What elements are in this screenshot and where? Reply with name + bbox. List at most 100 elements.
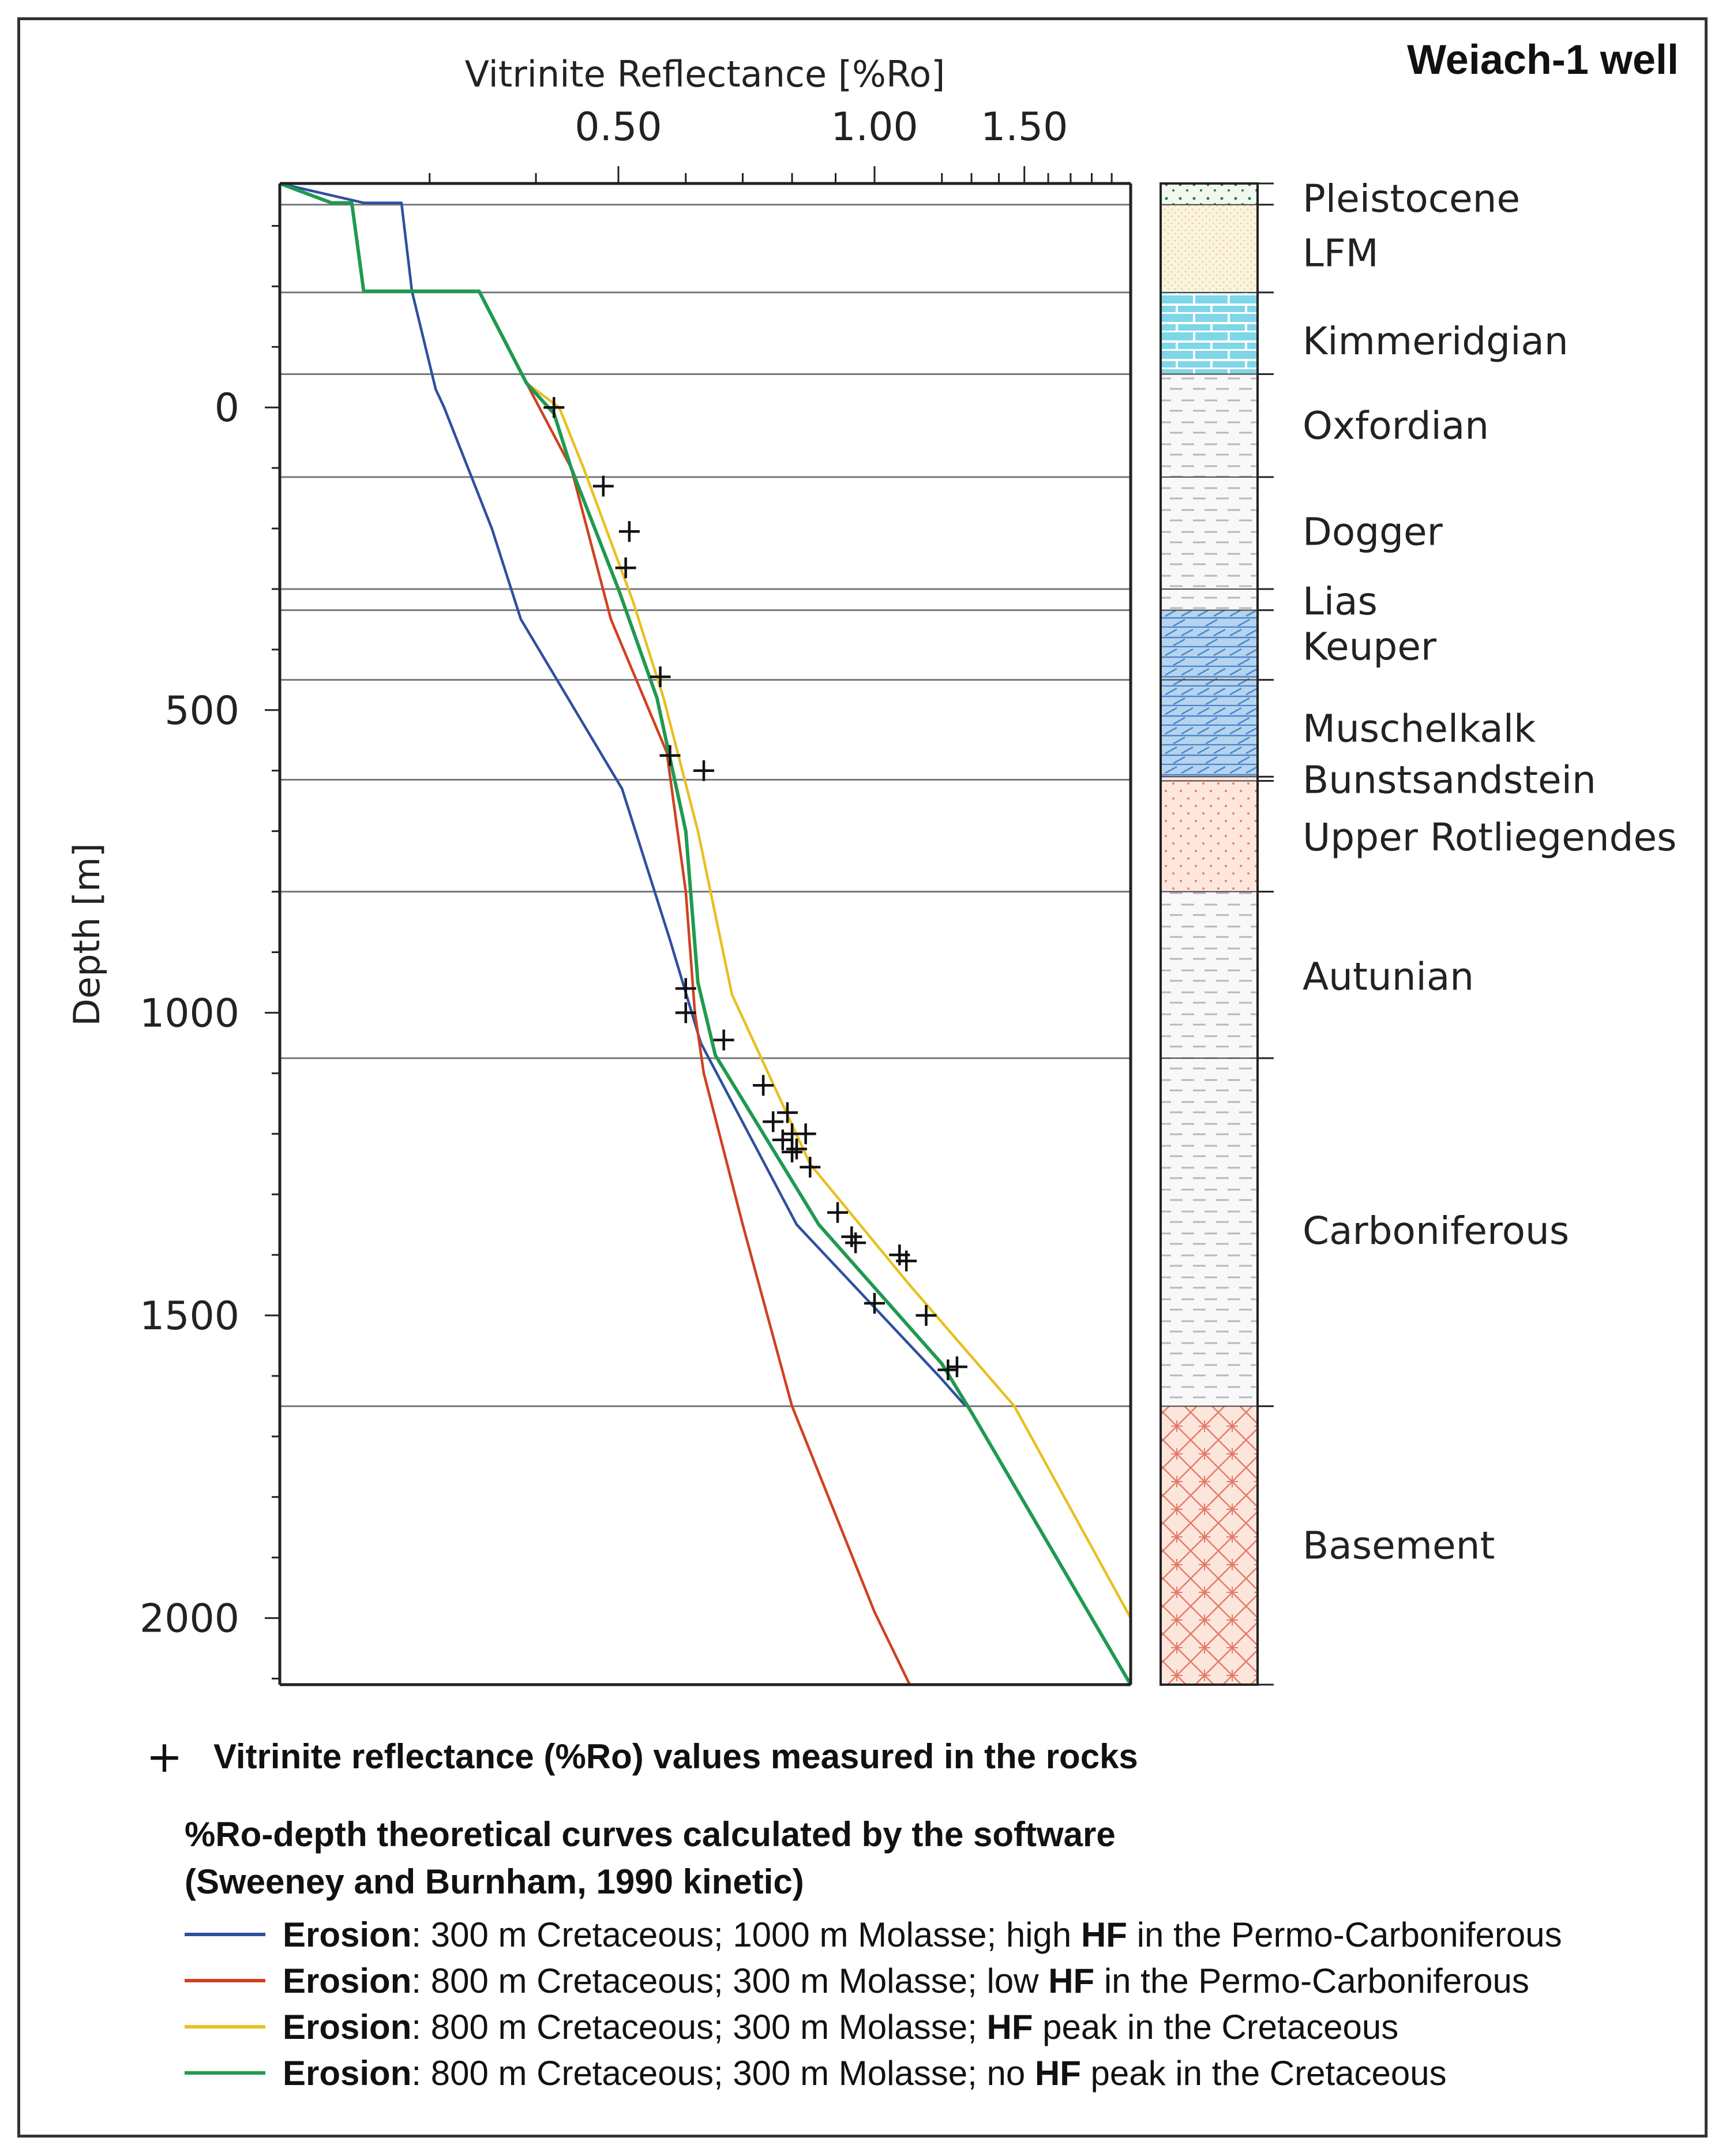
- unit-label: Muschelkalk: [1303, 706, 1536, 751]
- measured-point: [782, 1141, 803, 1163]
- legend-text-key: Erosion: [283, 2053, 412, 2093]
- measured-point: [946, 1356, 967, 1378]
- measured-point: [845, 1232, 866, 1254]
- measured-point: [675, 1002, 696, 1023]
- measured-point: [786, 1138, 807, 1160]
- legend-swatch: [185, 2025, 265, 2028]
- unit-label: Carboniferous: [1303, 1209, 1569, 1253]
- vitrinite-chart: 0.50 1.00 1.50 0 500 1000 1500 2000 Pleistocene…: [66, 37, 1679, 1686]
- legend-text-rest2: peak in the Cretaceous: [1080, 2053, 1447, 2093]
- measured-point: [543, 397, 565, 418]
- lithology-unit: [1161, 891, 1258, 1059]
- x-tick-label: 1.50: [981, 104, 1068, 150]
- legend-text-key: Erosion: [283, 1961, 412, 2000]
- y-tick-label: 1500: [140, 1293, 239, 1339]
- unit-label: Kimmeridgian: [1303, 319, 1569, 363]
- series-line-1: [279, 182, 967, 1407]
- lithology-unit: [1161, 777, 1258, 781]
- lithology-unit: [1161, 374, 1258, 477]
- unit-label: Keuper: [1303, 625, 1437, 669]
- measured-point: [615, 557, 636, 579]
- legend-text-rest1: : 800 m Cretaceous; 300 m Molasse; low: [411, 1961, 1049, 2000]
- legend-measured: + Vitrinite reflectance (%Ro) values mea…: [146, 1731, 1684, 1782]
- measured-point: [693, 760, 715, 781]
- legend-entry: Erosion: 300 m Cretaceous; 1000 m Molass…: [185, 1911, 1684, 1958]
- chart-title: Weiach-1 well: [1407, 37, 1679, 83]
- legend-swatch: [185, 1979, 265, 1982]
- legend: + Vitrinite reflectance (%Ro) values mea…: [146, 1731, 1684, 2096]
- unit-label: Lias: [1303, 579, 1378, 624]
- legend-text-rest2: in the Permo-Carboniferous: [1094, 1961, 1529, 2000]
- series-line-4: [279, 182, 1132, 1686]
- legend-text-bold2: HF: [1048, 1961, 1095, 2000]
- y-tick-label: 1000: [140, 991, 239, 1036]
- legend-entry: Erosion: 800 m Cretaceous; 300 m Molasse…: [185, 2050, 1684, 2096]
- lithology-unit: [1161, 292, 1258, 374]
- lithology-column-frame: [1160, 182, 1259, 1686]
- measured-point: [795, 1123, 816, 1145]
- lithology-unit: [1161, 781, 1258, 892]
- legend-header-line2: (Sweeney and Burnham, 1990 kinetic): [185, 1862, 804, 1901]
- legend-entry: Erosion: 800 m Cretaceous; 300 m Molasse…: [185, 2004, 1684, 2050]
- figure-frame: [17, 17, 1708, 2138]
- legend-swatch: [185, 1933, 265, 1936]
- unit-label: Upper Rotliegendes: [1303, 815, 1676, 860]
- legend-entries: Erosion: 300 m Cretaceous; 1000 m Molass…: [185, 1911, 1684, 2096]
- measured-point: [650, 666, 671, 688]
- legend-swatch: [185, 2071, 265, 2075]
- measured-point: [827, 1202, 849, 1223]
- y-axis-label: Depth [m]: [66, 843, 108, 1026]
- lithology-unit: [1161, 183, 1258, 205]
- legend-text-rest2: peak in the Cretaceous: [1033, 2007, 1399, 2046]
- legend-text-rest1: : 800 m Cretaceous; 300 m Molasse;: [411, 2007, 987, 2046]
- unit-label: Basement: [1303, 1524, 1495, 1568]
- measured-point: [937, 1359, 959, 1381]
- legend-entry: Erosion: 800 m Cretaceous; 300 m Molasse…: [185, 1958, 1684, 2004]
- unit-label: Autunian: [1303, 954, 1474, 999]
- measured-point: [618, 521, 640, 542]
- x-tick-label: 1.00: [831, 104, 918, 150]
- lithology-unit: [1161, 1058, 1258, 1407]
- legend-text-bold2: HF: [1034, 2053, 1081, 2093]
- unit-label: Bunstsandstein: [1303, 758, 1596, 802]
- unit-label: LFM: [1303, 231, 1379, 276]
- measured-point: [763, 1111, 784, 1133]
- x-tick-label: 0.50: [575, 104, 662, 150]
- x-axis-label: Vitrinite Reflectance [%Ro]: [465, 53, 945, 95]
- lithology-unit: [1161, 610, 1258, 680]
- lithology-unit: [1161, 477, 1258, 589]
- legend-text-bold2: HF: [1080, 1915, 1127, 1954]
- y-tick-label: 0: [215, 385, 239, 431]
- measured-point: [915, 1304, 937, 1326]
- lithology-unit: [1161, 680, 1258, 777]
- measured-point: [753, 1075, 774, 1096]
- plus-marker-icon: +: [146, 1730, 183, 1782]
- legend-text-rest1: : 800 m Cretaceous; 300 m Molasse; no: [411, 2053, 1035, 2093]
- legend-text-bold2: HF: [986, 2007, 1033, 2046]
- measured-point: [659, 745, 681, 766]
- measured-point: [776, 1102, 798, 1123]
- measured-point: [675, 978, 696, 999]
- legend-measured-text: Vitrinite reflectance (%Ro) values measu…: [213, 1737, 1138, 1776]
- legend-text-key: Erosion: [283, 2007, 412, 2046]
- y-tick-label: 2000: [140, 1596, 239, 1642]
- y-tick-label: 500: [164, 688, 239, 734]
- measured-point: [864, 1293, 885, 1314]
- measured-point: [896, 1250, 917, 1272]
- lithology-unit: [1161, 204, 1258, 293]
- unit-label: Pleistocene: [1303, 177, 1520, 221]
- unit-label: Oxfordian: [1303, 404, 1489, 448]
- measured-point: [772, 1129, 793, 1150]
- measured-point: [592, 475, 614, 497]
- series-line-3: [279, 182, 1132, 1619]
- series-line-2: [279, 182, 911, 1685]
- lithology-unit: [1161, 1406, 1258, 1685]
- legend-header-line1: %Ro-depth theoretical curves calculated …: [185, 1815, 1116, 1854]
- measured-point: [713, 1029, 734, 1051]
- legend-text-key: Erosion: [283, 1915, 412, 1954]
- lithology-unit: [1161, 588, 1258, 610]
- legend-text-rest2: in the Permo-Carboniferous: [1127, 1915, 1562, 1954]
- unit-label: Dogger: [1303, 509, 1443, 554]
- legend-text-rest1: : 300 m Cretaceous; 1000 m Molasse; high: [411, 1915, 1081, 1954]
- measured-point: [800, 1156, 821, 1178]
